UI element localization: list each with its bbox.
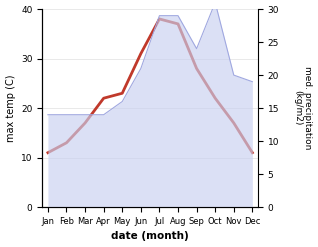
X-axis label: date (month): date (month) xyxy=(111,231,189,242)
Y-axis label: max temp (C): max temp (C) xyxy=(5,74,16,142)
Y-axis label: med. precipitation
(kg/m2): med. precipitation (kg/m2) xyxy=(293,66,313,150)
